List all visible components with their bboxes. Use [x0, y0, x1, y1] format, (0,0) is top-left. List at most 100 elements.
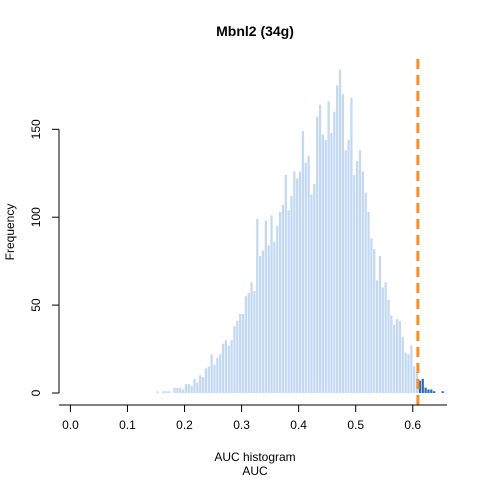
- histogram-bar: [181, 389, 185, 393]
- histogram-bar: [421, 378, 424, 393]
- histogram-bar: [324, 139, 327, 393]
- histogram-bar: [207, 366, 210, 393]
- x-axis-title: AUC histogram: [214, 450, 295, 464]
- histogram-bar: [284, 175, 287, 393]
- histogram-bar: [327, 101, 330, 393]
- histogram-bar: [384, 282, 387, 393]
- y-tick-label: 0: [29, 389, 43, 396]
- histogram-bar: [356, 160, 359, 393]
- x-axis: 0.0 0.1 0.2 0.3 0.4 0.5 0.6: [59, 404, 447, 432]
- histogram-bar: [373, 248, 376, 393]
- histogram-bar: [236, 320, 239, 393]
- x-tick-label: 0.0: [62, 418, 79, 432]
- histogram-bar: [401, 336, 404, 393]
- histogram-bar: [273, 241, 276, 393]
- histogram-bar: [361, 171, 364, 393]
- histogram-bar: [413, 366, 416, 393]
- histogram-bar: [216, 357, 219, 393]
- histogram-bar: [219, 354, 222, 393]
- histogram-bar: [333, 111, 336, 393]
- histogram-bar: [190, 385, 193, 393]
- histogram-bar: [276, 226, 279, 393]
- histogram-bar: [398, 320, 402, 393]
- histogram-bar: [193, 378, 196, 393]
- histogram-bar: [259, 255, 262, 393]
- histogram-bar: [336, 85, 339, 394]
- histogram-bar: [338, 69, 342, 394]
- histogram-bar: [427, 389, 430, 393]
- histogram-bar: [156, 391, 159, 393]
- histogram-bar: [201, 377, 205, 393]
- histogram-bar: [253, 291, 256, 393]
- histogram-bar: [410, 345, 413, 393]
- histogram-bar: [313, 183, 316, 393]
- histogram-bar: [196, 382, 199, 393]
- histogram-bar: [321, 134, 325, 393]
- histogram-bar: [287, 210, 290, 393]
- histogram-bar: [164, 391, 168, 393]
- histogram-bar: [239, 313, 242, 393]
- chart-title: Mbnl2 (34g): [216, 23, 294, 39]
- histogram-bar: [221, 343, 225, 393]
- x-axis-subtitle: AUC: [242, 464, 268, 478]
- histogram-bar: [358, 150, 362, 393]
- histogram-bar: [179, 387, 182, 393]
- x-tick-label: 0.1: [119, 418, 136, 432]
- histogram-bar: [378, 255, 382, 393]
- histogram-bar: [407, 354, 410, 393]
- x-tick-label: 0.4: [290, 418, 307, 432]
- histogram-bar: [301, 131, 305, 394]
- histogram-bar: [387, 299, 390, 393]
- histogram-bar: [375, 280, 379, 393]
- histogram-bar: [241, 313, 245, 393]
- histogram-bar: [344, 150, 347, 393]
- x-tick-label: 0.6: [404, 418, 421, 432]
- histogram-bar: [250, 282, 253, 393]
- y-axis: 0 50 100 150: [29, 119, 60, 396]
- histogram-bar: [199, 375, 202, 393]
- histogram-bar: [213, 364, 216, 393]
- x-tick-label: 0.3: [233, 418, 250, 432]
- histogram-bar: [290, 196, 293, 393]
- histogram-bar: [381, 287, 384, 393]
- histogram-bar: [162, 391, 165, 393]
- histogram-bar: [224, 340, 228, 393]
- histogram-bar: [264, 220, 267, 393]
- histogram-bar: [341, 94, 344, 393]
- x-tick-label: 0.2: [176, 418, 193, 432]
- y-tick-label: 100: [29, 207, 43, 227]
- histogram-bar: [187, 384, 190, 393]
- histogram-bar: [316, 117, 319, 393]
- y-tick-label: 150: [29, 119, 43, 139]
- histogram-bar: [367, 211, 370, 393]
- histogram-bar: [418, 380, 422, 393]
- histogram-bar: [353, 175, 356, 393]
- histogram-bar: [430, 389, 433, 393]
- histogram-bar: [227, 345, 230, 393]
- histogram-bar: [176, 387, 179, 393]
- y-axis-title: Frequency: [3, 204, 17, 261]
- histogram-bar: [261, 250, 265, 393]
- histogram-bar: [304, 162, 307, 393]
- histogram-bar: [184, 384, 188, 393]
- histogram-bar: [204, 368, 208, 393]
- histogram-bar: [244, 296, 247, 393]
- histogram-bar: [395, 319, 399, 393]
- histogram-bar: [424, 387, 427, 393]
- histogram-bar: [364, 192, 367, 393]
- histogram-bar: [256, 218, 259, 393]
- histogram-bar: [281, 204, 285, 393]
- histogram-bar: [267, 245, 270, 393]
- histogram-bar: [370, 238, 373, 393]
- histogram-bar: [233, 326, 236, 393]
- histogram-bar: [310, 194, 313, 393]
- histogram-bar: [173, 387, 176, 393]
- histogram-bar: [307, 155, 310, 393]
- x-tick-label: 0.5: [347, 418, 364, 432]
- histogram-bar: [350, 97, 353, 394]
- histogram-bar: [390, 315, 393, 393]
- histogram-bar: [230, 340, 233, 393]
- histogram-bar: [441, 391, 444, 393]
- histogram-bar: [270, 215, 273, 393]
